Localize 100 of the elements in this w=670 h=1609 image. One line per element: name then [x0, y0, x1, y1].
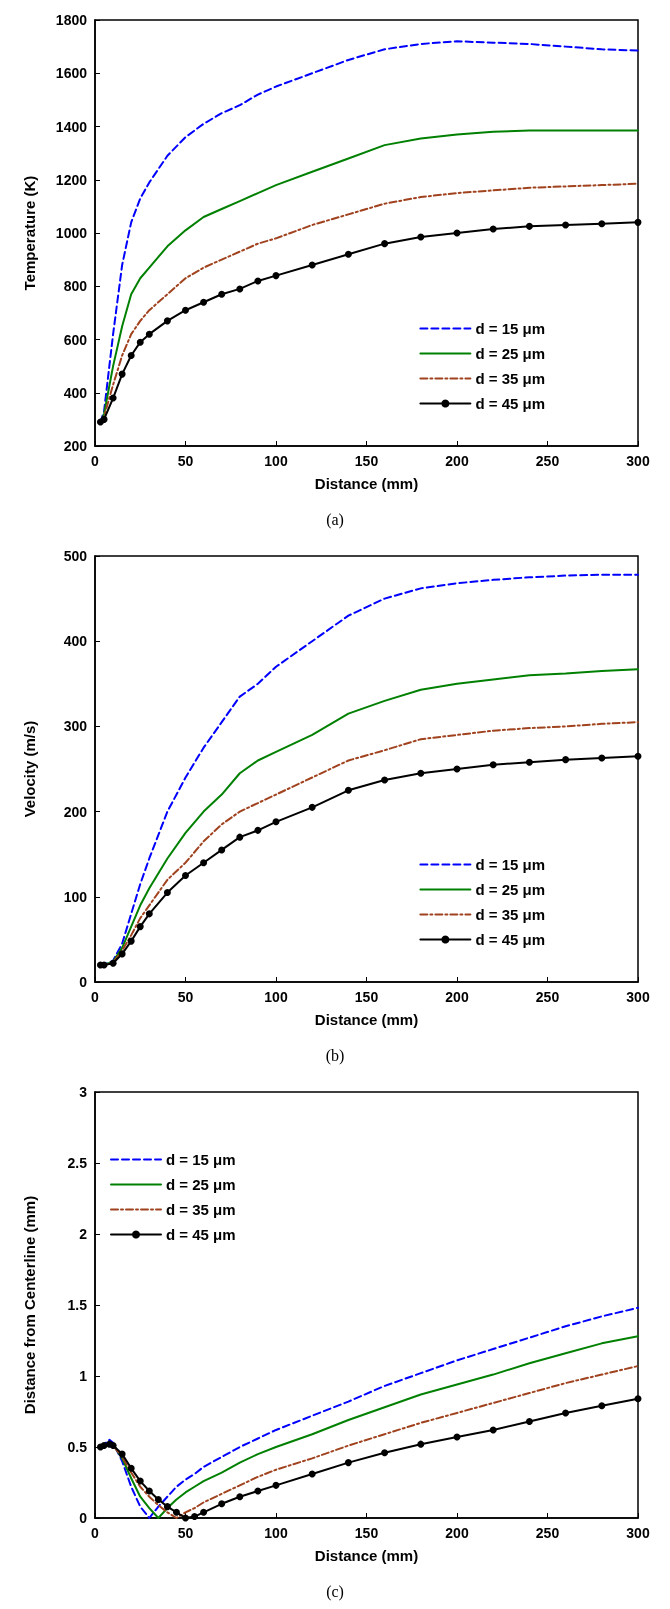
point — [163, 889, 171, 897]
point — [154, 1496, 162, 1504]
x-tick-label: 250 — [535, 989, 560, 1005]
x-tick-label: 150 — [354, 1525, 379, 1541]
text: (c) — [326, 1582, 344, 1601]
point — [136, 923, 144, 931]
y-tick-label: 2 — [79, 1226, 88, 1242]
legend-label: d = 25 μm — [475, 345, 545, 362]
point — [562, 756, 570, 764]
point — [344, 250, 352, 258]
point — [634, 752, 642, 760]
point — [598, 220, 606, 228]
legend-label: d = 25 μm — [166, 1176, 236, 1193]
point — [236, 285, 244, 293]
y-tick-label: 1400 — [55, 118, 88, 135]
point — [272, 818, 280, 826]
x-tick-label: 250 — [535, 1525, 560, 1541]
point — [308, 261, 316, 269]
point — [254, 277, 262, 285]
x-tick-label: 150 — [354, 989, 379, 1005]
point — [118, 1450, 126, 1458]
point — [163, 1503, 171, 1511]
point — [109, 1442, 117, 1450]
y-tick-label: 500 — [63, 548, 88, 564]
point — [381, 240, 389, 248]
x-tick-label: 100 — [264, 1525, 288, 1541]
point — [145, 1487, 153, 1495]
point — [489, 761, 497, 769]
point — [118, 370, 126, 378]
point — [489, 1426, 497, 1434]
legend-label: d = 45 μm — [166, 1226, 236, 1243]
y-tick-label: 0 — [79, 1510, 88, 1526]
y-tick-label: 1000 — [55, 225, 88, 241]
x-tick-label: 300 — [626, 453, 650, 469]
point — [344, 1459, 352, 1467]
point — [381, 1449, 389, 1457]
point — [163, 317, 171, 325]
point — [308, 1470, 316, 1478]
point — [417, 769, 425, 777]
x-tick-label: 300 — [626, 989, 650, 1005]
legend-label: d = 35 μm — [166, 1201, 236, 1218]
point — [136, 1477, 144, 1485]
point — [272, 272, 280, 280]
point — [525, 222, 533, 230]
point — [200, 298, 208, 306]
y-tick-label: 1600 — [55, 65, 88, 82]
x-tick-label: 300 — [626, 1525, 650, 1541]
x-axis-title: Distance (mm) — [314, 1011, 419, 1028]
point — [136, 338, 144, 346]
legend-label: d = 45 μm — [475, 931, 545, 948]
point — [145, 330, 153, 338]
y-tick-label: 2.5 — [67, 1155, 88, 1171]
point — [344, 786, 352, 794]
x-tick-label: 200 — [445, 453, 469, 469]
y-tick-label: 200 — [63, 803, 88, 820]
point — [100, 415, 108, 423]
y-axis-title: Velocity (m/s) — [21, 720, 38, 818]
x-axis-title: Distance (mm) — [314, 1547, 419, 1564]
y-tick-label: 1 — [79, 1368, 88, 1384]
point — [172, 1508, 180, 1516]
legend-label: d = 15 μm — [475, 856, 545, 873]
point — [218, 846, 226, 854]
x-tick-label: 50 — [177, 1525, 194, 1541]
x-tick-label: 100 — [264, 453, 288, 469]
text: (a) — [326, 510, 344, 529]
legend-label: d = 25 μm — [475, 881, 545, 898]
point — [218, 290, 226, 298]
y-tick-label: 3 — [79, 1084, 88, 1100]
y-tick-label: 0.5 — [67, 1439, 88, 1455]
x-tick-label: 0 — [91, 989, 100, 1005]
y-tick-label: 800 — [63, 278, 88, 295]
point — [127, 937, 135, 945]
point — [562, 221, 570, 229]
point — [417, 1440, 425, 1448]
point — [236, 1493, 244, 1501]
x-tick-label: 100 — [264, 989, 288, 1005]
y-tick-label: 300 — [63, 718, 88, 735]
point — [381, 776, 389, 784]
point — [417, 233, 425, 241]
x-tick-label: 250 — [535, 453, 560, 469]
point — [200, 859, 208, 867]
point — [182, 872, 189, 879]
point — [236, 833, 244, 841]
point — [182, 306, 189, 314]
y-tick-label: 100 — [63, 888, 88, 905]
point — [634, 218, 642, 226]
point — [598, 754, 606, 762]
point — [598, 1402, 606, 1410]
text: (b) — [325, 1046, 345, 1065]
point — [127, 1464, 135, 1472]
point — [634, 1395, 642, 1403]
point — [525, 758, 533, 766]
point — [200, 1508, 208, 1516]
x-tick-label: 150 — [354, 453, 379, 469]
y-tick-label: 600 — [63, 331, 88, 348]
y-tick-label: 1200 — [55, 171, 88, 188]
y-tick-label: 200 — [63, 438, 88, 454]
x-tick-label: 200 — [445, 989, 469, 1005]
y-tick-label: 1800 — [55, 12, 88, 28]
x-tick-label: 0 — [91, 453, 100, 469]
